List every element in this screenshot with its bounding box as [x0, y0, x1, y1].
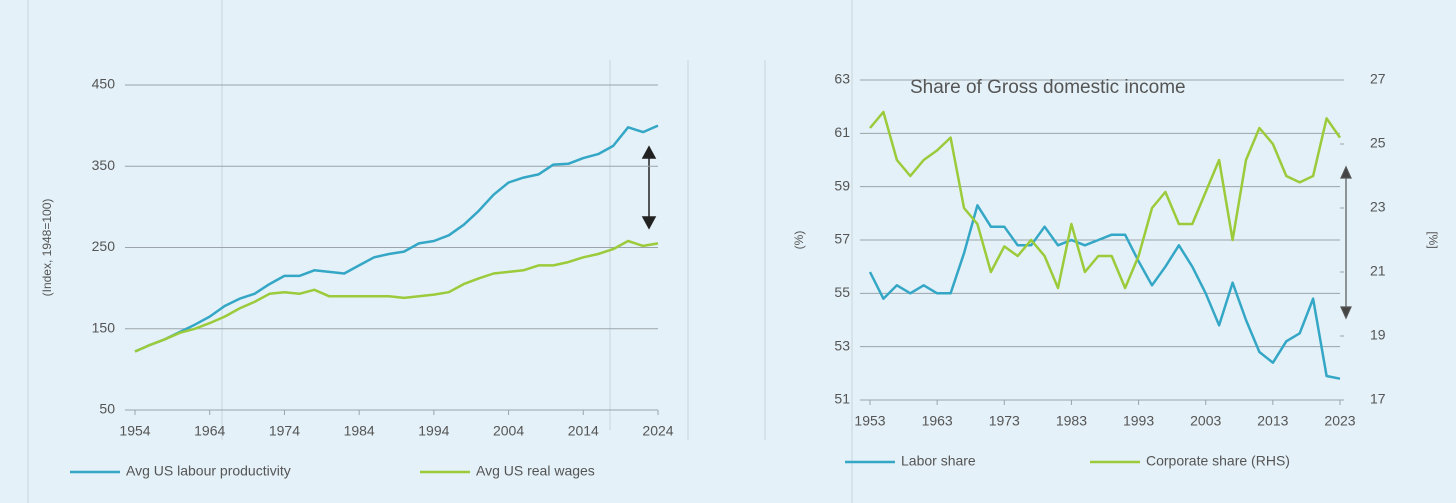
x-tick-label: 2014 [568, 423, 599, 439]
series-line [869, 110, 1342, 290]
y-tick-label: 50 [99, 401, 115, 417]
y-tick-label: 55 [834, 284, 850, 300]
y2-tick-label: 19 [1370, 327, 1386, 343]
y2-tick-label: 23 [1370, 199, 1386, 215]
x-tick-label: 1964 [194, 423, 225, 439]
x-tick-label: 2004 [493, 423, 524, 439]
y-tick-label: 350 [92, 157, 116, 173]
y-tick-label: 59 [834, 177, 850, 193]
y2-tick-label: 27 [1370, 71, 1386, 87]
y-tick-label: 450 [92, 76, 116, 92]
y-axis-label: (Index, 1948=100) [40, 199, 54, 297]
legend-label: Avg US real wages [476, 463, 595, 479]
series-line [134, 239, 659, 353]
gap-arrow [1340, 165, 1352, 320]
y2-tick-label: 17 [1370, 391, 1386, 407]
x-tick-label: 2024 [642, 423, 673, 439]
x-tick-label: 1973 [989, 413, 1020, 429]
series-line [134, 124, 659, 353]
x-tick-label: 1994 [418, 423, 449, 439]
legend-label: Avg US labour productivity [126, 463, 291, 479]
gap-arrow [641, 145, 657, 230]
legend-label: Labor share [901, 453, 976, 469]
chart-title: Share of Gross domestic income [910, 77, 1186, 98]
y2-tick-label: 25 [1370, 135, 1386, 151]
y-tick-label: 250 [92, 238, 116, 254]
y-tick-label: 51 [834, 391, 850, 407]
y2-axis-label: [%] [1426, 231, 1440, 248]
x-tick-label: 1984 [344, 423, 375, 439]
y-axis-label: (%) [792, 231, 806, 250]
y2-tick-label: 21 [1370, 263, 1386, 279]
y-tick-label: 150 [92, 319, 116, 335]
series-line [868, 204, 1341, 380]
legend-label: Corporate share (RHS) [1146, 453, 1290, 469]
x-tick-label: 1953 [854, 413, 885, 429]
x-tick-label: 1954 [119, 423, 150, 439]
x-tick-label: 1974 [269, 423, 300, 439]
y-tick-label: 53 [834, 337, 850, 353]
x-tick-label: 1983 [1056, 413, 1087, 429]
y-tick-label: 57 [834, 231, 850, 247]
x-tick-label: 2013 [1257, 413, 1288, 429]
y-tick-label: 61 [834, 124, 850, 140]
x-tick-label: 2003 [1190, 413, 1221, 429]
x-tick-label: 1963 [922, 413, 953, 429]
x-tick-label: 2023 [1324, 413, 1355, 429]
y-tick-label: 63 [834, 71, 850, 87]
x-tick-label: 1993 [1123, 413, 1154, 429]
